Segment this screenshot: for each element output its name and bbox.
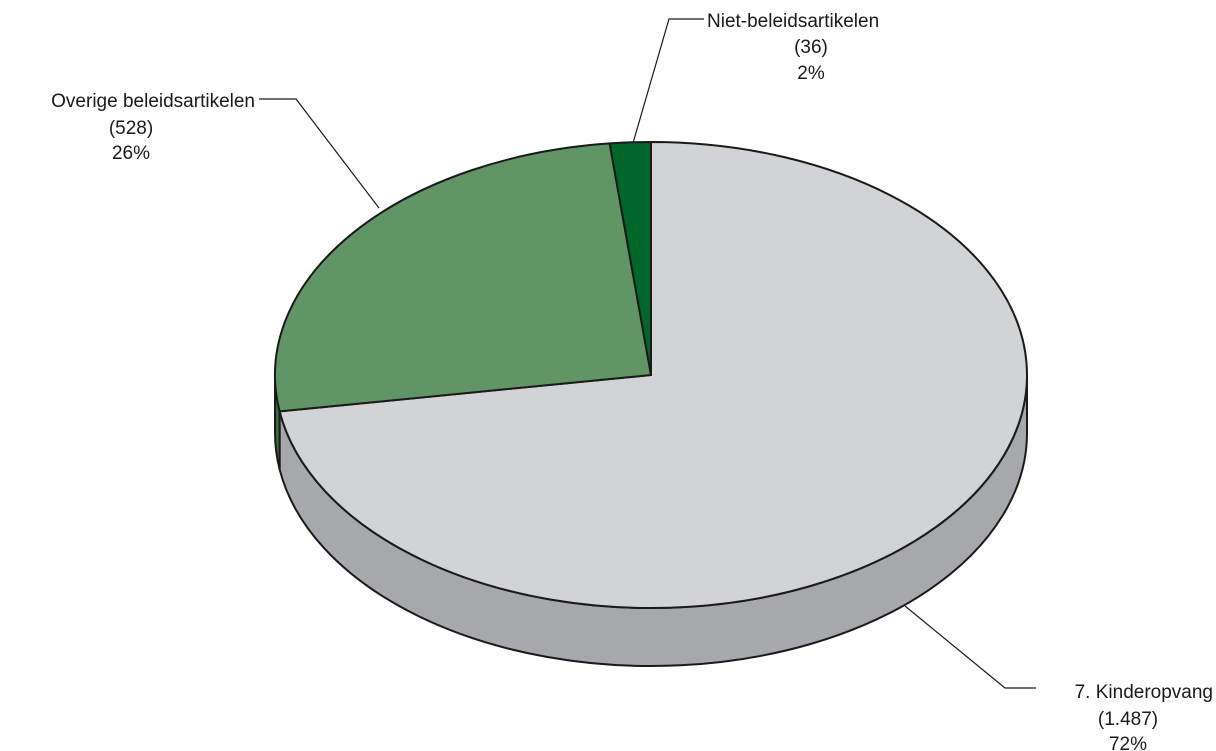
leader-line-niet-beleids xyxy=(632,18,704,144)
slice-value-niet-beleids: (36) xyxy=(794,37,828,58)
leader-lines xyxy=(259,18,1036,689)
slice-percent-niet-beleids: 2% xyxy=(797,63,825,84)
slice-label-overige: Overige beleidsartikelen xyxy=(51,91,255,112)
pie-top-layer xyxy=(274,141,1028,609)
slice-label-kinderopvang: 7. Kinderopvang xyxy=(1075,682,1213,703)
slice-label-niet-beleids: Niet-beleidsartikelen xyxy=(707,11,879,32)
slice-value-overige: (528) xyxy=(109,118,153,139)
pie-slice-niet-beleids xyxy=(608,141,652,376)
slice-percent-overige: 26% xyxy=(112,143,150,164)
pie-slice-overige xyxy=(274,142,652,413)
slice-percent-kinderopvang: 72% xyxy=(1109,734,1147,751)
pie-slice-kinderopvang xyxy=(278,141,1028,609)
leader-line-overige xyxy=(259,98,380,209)
slice-value-kinderopvang: (1.487) xyxy=(1098,709,1158,730)
leader-line-kinderopvang xyxy=(904,605,1036,689)
